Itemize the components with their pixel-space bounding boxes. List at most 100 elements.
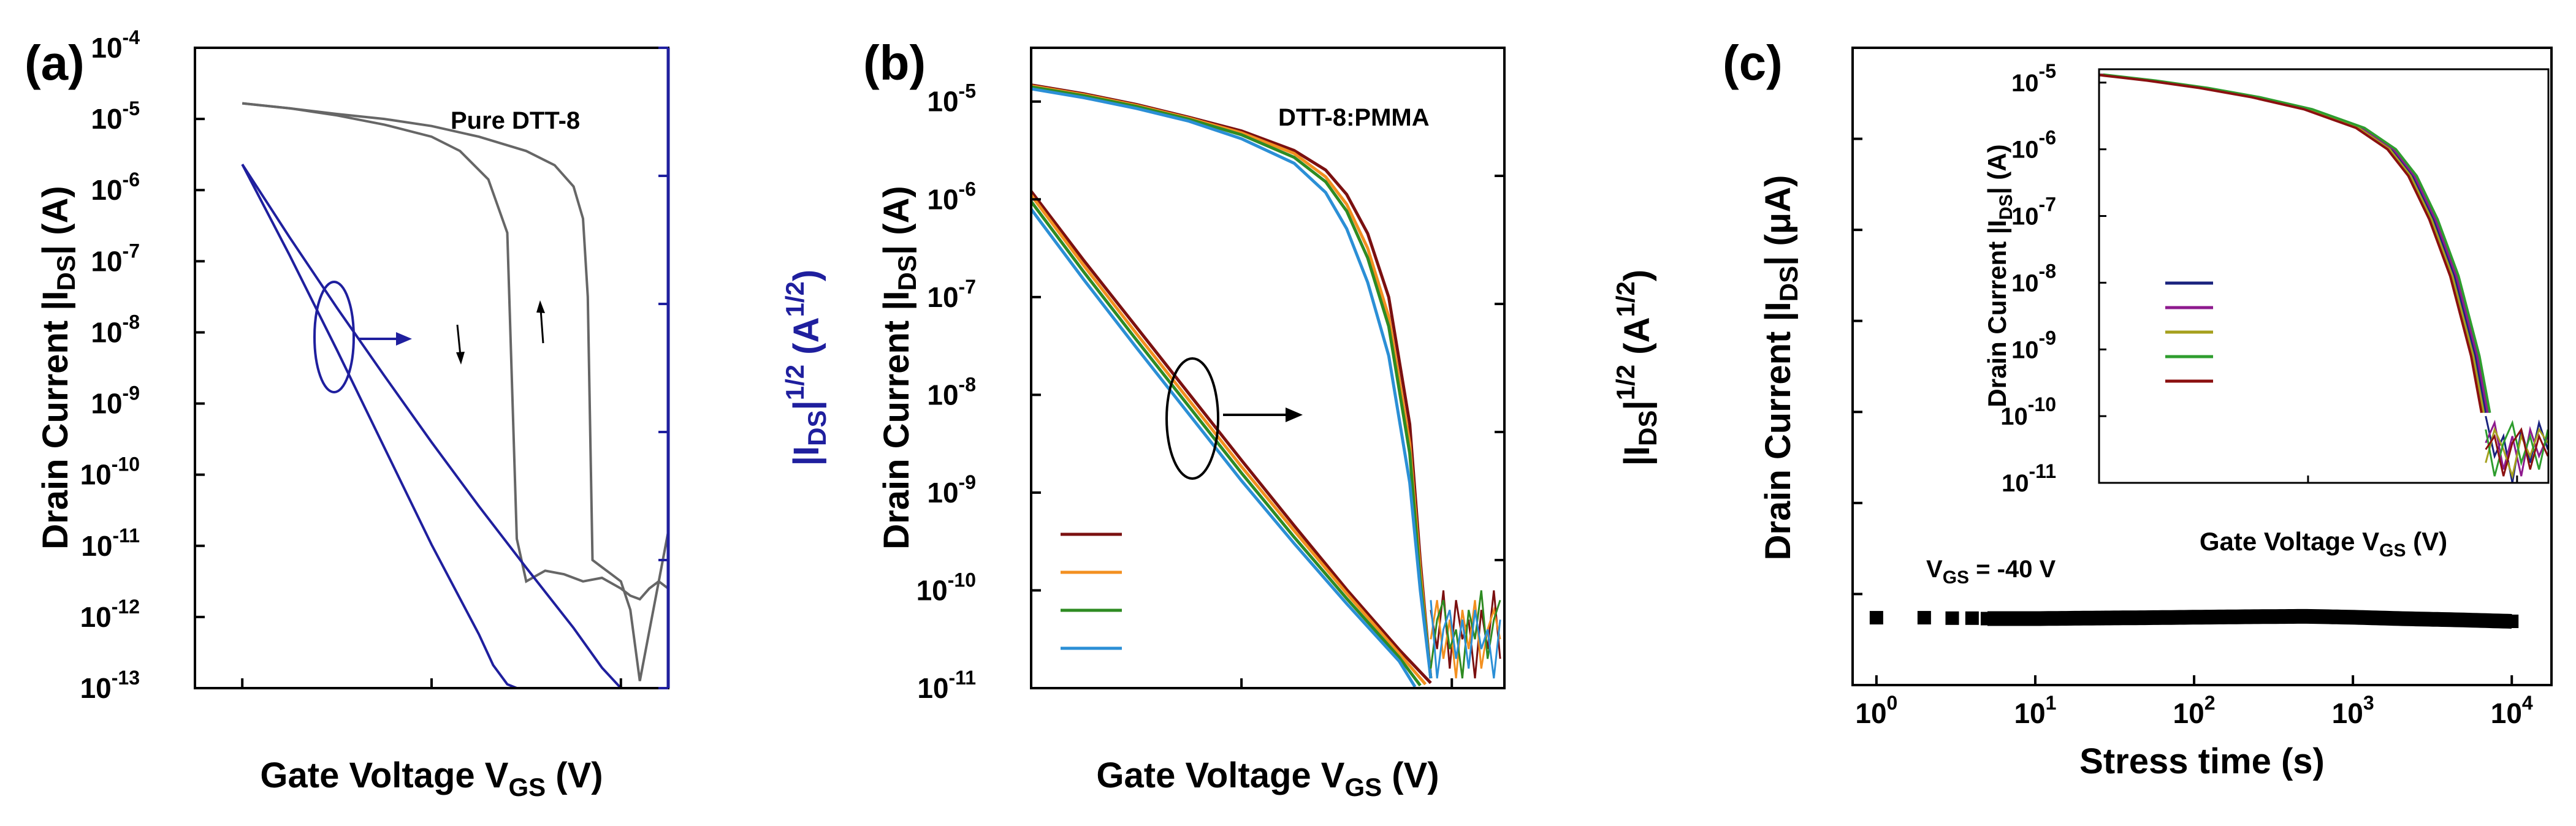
inset-y-tick-label-exp: -7: [2039, 194, 2056, 216]
panel-a-up-arrow-head: [536, 300, 545, 313]
inset-noise-4: [2485, 427, 2548, 477]
inset-y-tick-label-base: 10: [2002, 470, 2029, 497]
panel-a-highlight-ellipse: [313, 281, 355, 393]
panel-c-marker: [2457, 613, 2471, 627]
inset-y-tick-label: 10-8: [2011, 260, 2056, 297]
inset-y-tick-label-base: 10: [2011, 336, 2039, 363]
panel-a-up-arrow: [539, 309, 544, 344]
panel-a-y-tick-label-base: 10: [91, 245, 122, 277]
inset-y-tick-label: 10-6: [2011, 127, 2056, 164]
inset-x-ticks: [2098, 476, 2518, 483]
panel-a-y-tick-label-exp: -4: [123, 26, 140, 48]
panel-b-sqrt-line-2: [1031, 200, 1422, 687]
panel-a-y-tick-label: 10-4: [91, 26, 140, 64]
panel-a-y-tick-label-base: 10: [91, 174, 122, 206]
panel-a-x-ticks: [241, 678, 622, 688]
panel-c-x-tick-label: 104: [2491, 692, 2533, 729]
inset-y-tick-label-base: 10: [2011, 203, 2039, 230]
panel-a-y-tick-label: 10-5: [91, 97, 140, 135]
panel-b-sqrt-line-1: [1031, 194, 1427, 686]
panel-c-x-tick-label: 100: [1855, 692, 1897, 729]
panel-a-y-tick-label: 10-9: [91, 382, 140, 420]
panel-c-dense-markers: [1987, 608, 2512, 629]
panel-b-y2-ticks: [1495, 47, 1504, 689]
panel-b-highlight-ellipse: [1165, 357, 1219, 480]
panel-a-y-tick-label-base: 10: [91, 32, 122, 64]
panel-b-y-tick-label-base: 10: [917, 672, 948, 704]
panel-c-marker: [2235, 610, 2249, 624]
inset-y-tick-label: 10-11: [2002, 460, 2056, 497]
panel-c-x-tick-label-base: 10: [2173, 697, 2204, 729]
inset-y-tick-label-base: 10: [2011, 137, 2039, 164]
panel-a-label: (a): [25, 36, 85, 90]
panel-b-log-line-1: [1031, 84, 1433, 679]
panel-c-marker: [2298, 609, 2312, 623]
panel-b-sqrt-line-3: [1031, 208, 1417, 688]
panel-a-y-tick-label: 10-10: [80, 453, 140, 491]
panel-b-arrow-head: [1286, 407, 1303, 422]
panel-b-frame: [1030, 47, 1506, 689]
panel-a-sqrt-line-1: [241, 164, 622, 688]
panel-a-y-tick-label-exp: -7: [123, 240, 140, 262]
panel-b-sqrt-line-0: [1031, 190, 1432, 684]
panel-a-y-tick-label-base: 10: [80, 601, 112, 633]
panel-c-marker: [1980, 612, 1994, 626]
inset-y-tick-label-exp: -10: [2028, 393, 2056, 415]
panel-b-y-tick-label: 10-8: [927, 373, 976, 411]
panel-c-x-tick-label-exp: 3: [2363, 692, 2374, 714]
panel-a-y-tick-label-exp: -11: [113, 525, 140, 547]
panel-a-y-tick-label: 10-13: [80, 667, 140, 704]
panel-c-marker: [1945, 611, 1959, 625]
inset-line-4: [2099, 74, 2483, 414]
panel-a-series: [241, 102, 668, 688]
panel-c-x-tick-label-base: 10: [2014, 697, 2045, 729]
panel-b-y-tick-label: 10-7: [927, 276, 976, 313]
panel-b-y-tick-label-base: 10: [927, 281, 958, 313]
panel-a-y2-ticks: [658, 47, 668, 689]
panel-a-y-tick-label-exp: -6: [123, 169, 140, 191]
panel-a-log-line-1: [242, 102, 668, 681]
panel-b-x-axis-label: Gate Voltage VGS (V): [1096, 756, 1439, 801]
panel-b-y-tick-label-exp: -10: [948, 569, 976, 591]
panel-c-x-axis-label: Stress time (s): [2079, 741, 2325, 781]
panel-a-y-tick-label-exp: -9: [123, 382, 140, 404]
panel-a-y-tick-label-base: 10: [80, 459, 112, 491]
panel-a-log-line-0: [242, 102, 668, 601]
panel-b-log-line-2: [1031, 85, 1433, 679]
inset-noise-3: [2485, 420, 2548, 477]
inset-y-tick-label-base: 10: [2011, 270, 2039, 297]
panel-b-log-line-3: [1031, 87, 1433, 679]
panel-a-y-axis-label: Drain Current |IDS| (A): [36, 186, 80, 550]
inset-y-tick-label-exp: -5: [2039, 60, 2056, 82]
panel-c-x-tick-label-base: 10: [1855, 697, 1886, 729]
panel-b-y-tick-label-exp: -9: [959, 471, 976, 493]
panel-c-y-axis-label: Drain Current |IDS| (μA): [1758, 175, 1803, 561]
panel-c-x-tick-label-base: 10: [2332, 697, 2363, 729]
panel-c-x-tick-label-exp: 4: [2522, 692, 2533, 714]
panel-c-x-ticks: 100 101 102 103 104: [1855, 675, 2533, 729]
panel-c-series: [1869, 608, 2519, 629]
panel-b-y-tick-label-base: 10: [916, 574, 948, 606]
panel-c-annotation: VGS = -40 V: [1926, 556, 2056, 588]
panel-c-marker: [2187, 610, 2201, 624]
inset-y-tick-label: 10-9: [2011, 327, 2056, 363]
panel-b-y-tick-label: 10-5: [927, 80, 976, 118]
panel-a-y-tick-label: 10-11: [81, 525, 140, 562]
panel-b-y-tick-label: 10-10: [916, 569, 976, 606]
panel-a-down-arrow: [456, 324, 462, 356]
panel-b-y-axis-label: Drain Current |IDS| (A): [877, 186, 921, 550]
panel-b-y-tick-label: 10-9: [927, 471, 976, 509]
panel-b-y-tick-label-base: 10: [927, 477, 958, 509]
panel-c-marker: [2505, 615, 2519, 628]
panel-a-y-tick-label: 10-8: [91, 311, 140, 348]
panel-c-x-tick-label: 101: [2014, 692, 2056, 729]
panel-b-y-tick-label: 10-11: [917, 667, 976, 704]
panel-b-annotation: DTT-8:PMMA: [1278, 104, 1430, 131]
panel-b-y-tick-label-base: 10: [927, 183, 958, 215]
panel-c-marker: [2394, 612, 2408, 626]
panel-b-label: (b): [863, 36, 926, 90]
